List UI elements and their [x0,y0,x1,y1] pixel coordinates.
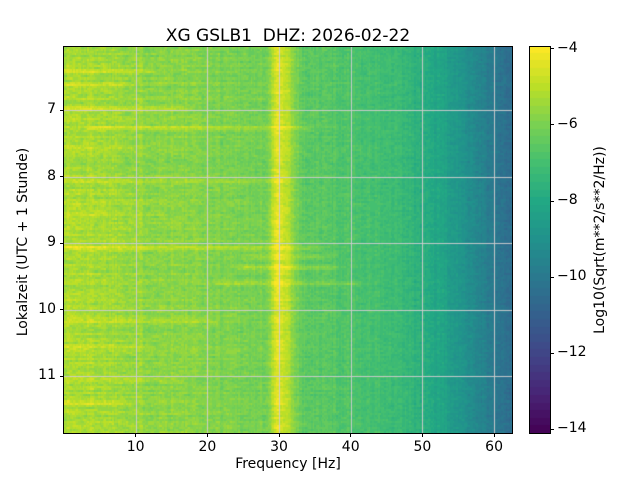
y-tick-mark [60,109,64,111]
y-tick-label: 9 [47,234,56,251]
colorbar-tick-mark [550,276,554,278]
y-tick-mark [60,242,64,244]
colorbar-tick-mark [550,428,554,430]
x-axis-label: Frequency [Hz] [235,456,341,472]
colorbar-label: Log10(Sqrt(m**2/s**2/Hz)) [592,146,608,334]
y-tick-mark [60,176,64,178]
colorbar-tick-mark [550,48,554,50]
colorbar-tick-label: −12 [557,344,587,361]
y-tick-label: 7 [47,101,56,118]
y-tick-mark [60,375,64,377]
x-tick-mark [493,433,495,437]
colorbar-tick-label: −4 [557,39,578,56]
colorbar-tick-label: −8 [557,192,578,209]
chart-title: XG GSLB1 DHZ: 2026-02-22 [165,26,411,46]
colorbar-tick-label: −6 [557,115,578,132]
colorbar-canvas [530,47,550,433]
x-tick-mark [421,433,423,437]
x-tick-label: 10 [126,439,145,455]
x-tick-mark [135,433,137,437]
y-tick-label: 8 [47,167,56,184]
spectrogram-canvas [64,47,512,433]
x-tick-label: 40 [341,439,360,455]
colorbar-tick-mark [550,352,554,354]
colorbar-tick-mark [550,124,554,126]
colorbar-tick-label: −14 [557,420,587,437]
x-tick-label: 30 [270,439,288,455]
x-tick-mark [278,433,280,437]
x-tick-label: 20 [198,439,217,455]
colorbar-tick-mark [550,200,554,202]
x-tick-label: 50 [413,439,432,455]
y-tick-mark [60,309,64,311]
y-tick-label: 11 [38,367,56,384]
colorbar-tick-label: −10 [557,268,587,285]
x-tick-mark [350,433,352,437]
y-tick-label: 10 [38,300,56,317]
x-tick-label: 60 [485,439,503,455]
x-tick-mark [206,433,208,437]
